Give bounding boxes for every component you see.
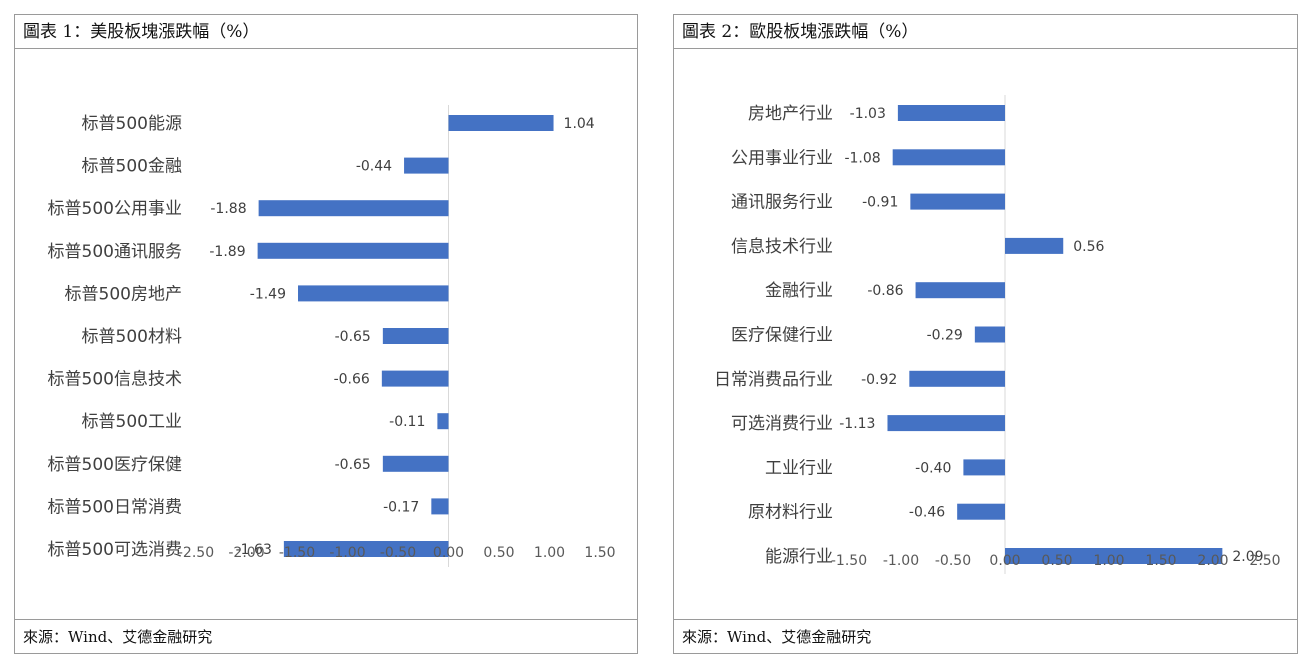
bar <box>1005 548 1223 564</box>
chart-title: 圖表 2：歐股板塊漲跌幅（%） <box>674 15 1297 49</box>
data-label: -0.65 <box>335 329 371 345</box>
bar <box>437 413 449 430</box>
x-tick-label: 1.50 <box>584 545 615 561</box>
category-label: 标普500通讯服务 <box>48 242 182 262</box>
x-tick-label: 0.50 <box>1041 553 1072 569</box>
x-tick-label: -1.50 <box>831 553 867 569</box>
data-label: -1.89 <box>209 244 245 260</box>
category-label: 标普500日常消费 <box>48 497 182 517</box>
category-label: 可选消费行业 <box>731 414 833 434</box>
data-label: -0.40 <box>915 460 951 476</box>
data-label: -0.66 <box>334 372 370 388</box>
us-sector-bar-chart: 标普500能源 1.04 标普500金融 -0.44 标普500公用事业 -1.88 标普5… <box>48 105 616 567</box>
data-label: -0.86 <box>867 283 903 299</box>
x-tick-label: -1.00 <box>329 545 365 561</box>
category-label: 标普500可选消费 <box>48 540 182 560</box>
data-label: 2.09 <box>1232 549 1263 565</box>
data-label: -1.49 <box>250 286 286 302</box>
bar <box>910 193 1005 210</box>
category-label: 通讯服务行业 <box>731 193 833 213</box>
data-label: 0.56 <box>1073 239 1104 255</box>
data-label: -0.92 <box>861 372 897 388</box>
bar <box>963 459 1005 476</box>
data-label: -0.11 <box>389 414 425 430</box>
chart-source: 來源：Wind、艾德金融研究 <box>15 619 637 653</box>
x-tick-label: 0.00 <box>989 553 1020 569</box>
category-label: 标普500金融 <box>82 157 182 177</box>
bar <box>382 328 449 344</box>
data-label: -1.03 <box>850 106 886 122</box>
data-label: -1.88 <box>210 201 246 217</box>
bar <box>1005 237 1064 254</box>
x-tick-label: 2.00 <box>1197 553 1228 569</box>
data-label: -0.29 <box>927 328 963 344</box>
category-label: 标普500医疗保健 <box>48 455 182 475</box>
bar <box>897 105 1005 121</box>
category-label: 信息技术行业 <box>731 237 833 257</box>
bar <box>283 541 449 557</box>
bar <box>404 157 449 174</box>
category-label: 标普500房地产 <box>65 284 182 304</box>
category-label: 工业行业 <box>765 458 833 478</box>
bar <box>257 242 449 259</box>
bar <box>974 326 1005 343</box>
x-tick-label: -0.50 <box>380 545 416 561</box>
category-label: 原材料行业 <box>748 503 833 523</box>
bar <box>431 498 449 515</box>
x-tick-label: 0.00 <box>433 545 464 561</box>
bar <box>258 200 449 217</box>
bar <box>909 370 1005 387</box>
data-label: -1.13 <box>839 416 875 432</box>
category-label: 标普500公用事业 <box>48 199 182 219</box>
category-label: 医疗保健行业 <box>731 326 833 346</box>
data-label: -0.91 <box>862 195 898 211</box>
chart-source: 來源：Wind、艾德金融研究 <box>674 619 1297 653</box>
category-label: 房地产行业 <box>748 104 833 124</box>
x-tick-label: -1.00 <box>883 553 919 569</box>
category-label: 能源行业 <box>765 547 833 567</box>
x-tick-label: -0.50 <box>935 553 971 569</box>
category-label: 标普500信息技术 <box>48 370 182 390</box>
x-tick-label: -2.50 <box>178 545 214 561</box>
data-label: -0.44 <box>356 159 392 175</box>
data-label: -0.46 <box>909 505 945 521</box>
x-tick-label: -1.50 <box>279 545 315 561</box>
data-label: -1.08 <box>844 150 880 166</box>
data-label: -0.65 <box>335 457 371 473</box>
category-label: 标普500材料 <box>82 327 182 347</box>
bar <box>887 415 1005 432</box>
x-tick-label: 2.50 <box>1249 553 1280 569</box>
bar <box>892 149 1005 166</box>
bar <box>381 370 449 387</box>
chart-panel-eu: 圖表 2：歐股板塊漲跌幅（%） 房地产行业 -1.03 公用事业行业 -1.08 通讯服… <box>673 14 1298 654</box>
category-label: 标普500能源 <box>82 114 182 134</box>
x-tick-label: -2.00 <box>228 545 264 561</box>
category-label: 标普500工业 <box>82 412 182 432</box>
x-tick-label: 1.50 <box>1145 553 1176 569</box>
data-label: -0.17 <box>383 499 419 515</box>
category-label: 公用事业行业 <box>731 148 833 168</box>
x-tick-label: 1.00 <box>1093 553 1124 569</box>
x-tick-label: 0.50 <box>483 545 514 561</box>
chart-panel-us: 圖表 1：美股板塊漲跌幅（%） 标普500能源 1.04 标普500金融 -0.44 标… <box>14 14 638 654</box>
bar <box>382 455 449 472</box>
bar <box>915 282 1005 299</box>
bar <box>957 503 1005 520</box>
x-tick-label: 1.00 <box>534 545 565 561</box>
eu-sector-bar-chart: 房地产行业 -1.03 公用事业行业 -1.08 通讯服务行业 -0.91 信息技术行业 0.… <box>714 95 1281 574</box>
data-label: 1.04 <box>564 116 595 132</box>
category-label: 金融行业 <box>765 281 833 301</box>
data-label: -1.63 <box>236 542 272 558</box>
chart-title: 圖表 1：美股板塊漲跌幅（%） <box>15 15 637 49</box>
bar <box>298 285 449 302</box>
category-label: 日常消费品行业 <box>714 370 833 390</box>
bar <box>448 115 554 131</box>
